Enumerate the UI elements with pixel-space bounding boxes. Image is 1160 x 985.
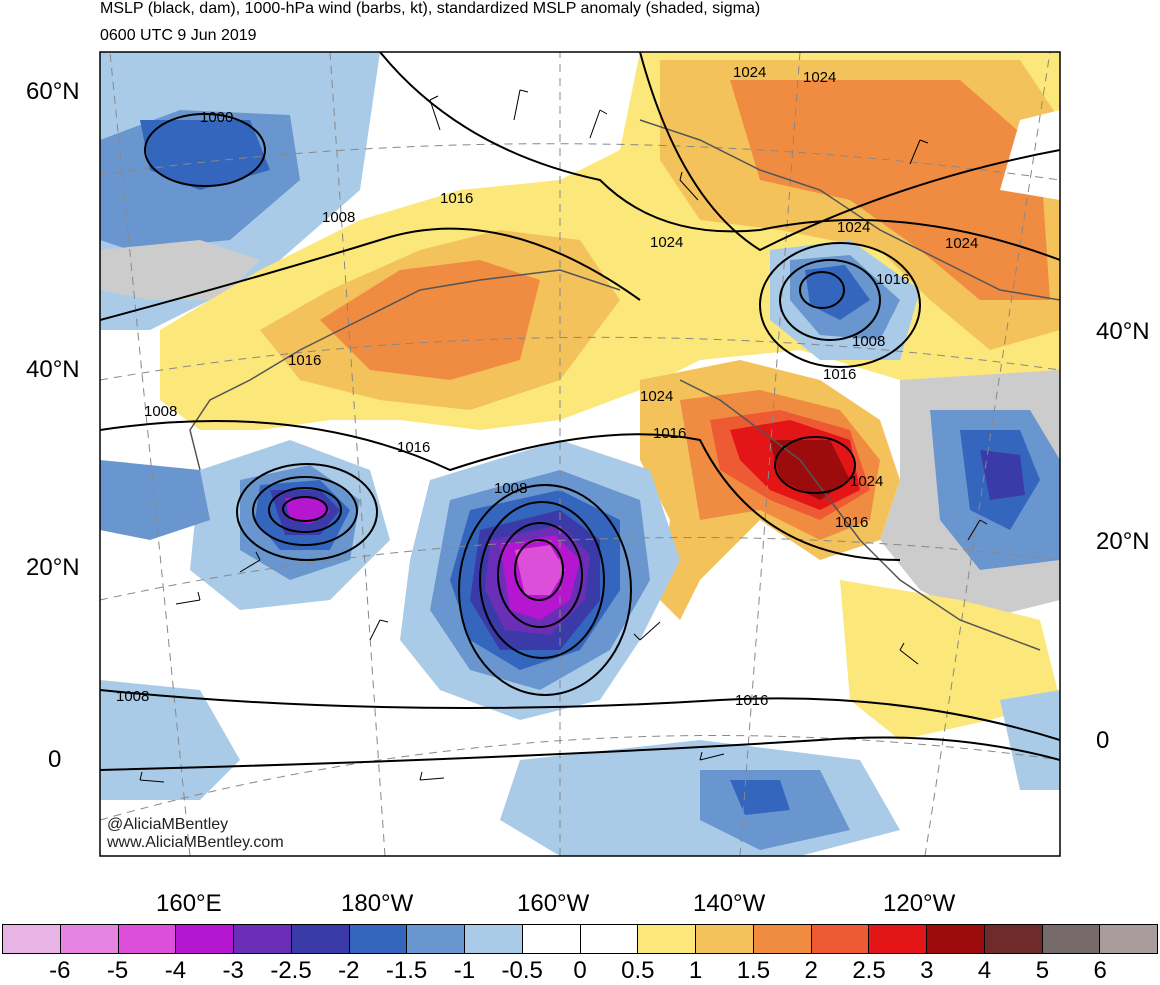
colorbar-swatch: [984, 925, 1043, 953]
contour-label: 1024: [650, 234, 683, 251]
contour-label: 1008: [144, 403, 177, 420]
wind-barbs: [139, 89, 988, 783]
colorbar-tick-label: -1: [453, 957, 476, 984]
colorbar-tick-label: -6: [49, 957, 71, 984]
colorbar-swatch: [407, 925, 465, 953]
contour-label: 1016: [440, 190, 473, 207]
contour-label: 1008: [852, 333, 885, 350]
anomaly-shading: [100, 52, 1060, 856]
lon-label: 160°W: [517, 890, 590, 917]
lon-label: 160°E: [156, 890, 222, 917]
lat-label-left: 20°N: [26, 554, 80, 581]
contour-label: 1024: [850, 473, 883, 490]
chart-title: MSLP (black, dam), 1000-hPa wind (barbs,…: [100, 0, 761, 17]
colorbar-tick-label: 5: [1035, 957, 1050, 984]
credit-handle: @AliciaMBentley: [107, 816, 229, 833]
colorbar-tick-label: 0: [573, 957, 587, 984]
contour-label: 1016: [397, 439, 430, 456]
lat-label-left: 40°N: [26, 356, 80, 383]
colorbar-tick-label: 1: [688, 957, 703, 984]
colorbar-swatch: [1042, 925, 1101, 953]
valid-time: 0600 UTC 9 Jun 2019: [100, 27, 257, 44]
colorbar-tick-label: 3: [920, 957, 934, 984]
isobars: [100, 52, 1060, 771]
colorbar-tick-label: -2.5: [270, 957, 312, 984]
colorbar-swatch: [176, 925, 234, 953]
contour-label: 1024: [837, 219, 870, 236]
map-frame: [99, 51, 1061, 857]
colorbar-tick-label: 1.5: [736, 957, 771, 984]
lat-label-left: 0: [48, 746, 62, 773]
colorbar-swatch: [927, 925, 985, 953]
colorbar-tick-label: 2.5: [852, 957, 886, 984]
credit-website: www.AliciaMBentley.com: [107, 834, 284, 851]
lon-label: 180°W: [341, 890, 414, 917]
colorbar-tick-label: -2: [338, 957, 360, 984]
contour-label: 1016: [735, 692, 768, 709]
lon-label: 140°W: [693, 890, 766, 917]
colorbar-swatch: [60, 925, 119, 953]
contour-label: 1024: [733, 64, 766, 81]
colorbar-swatch: [349, 925, 408, 953]
lat-label-right: 40°N: [1096, 318, 1150, 345]
contour-label: 1024: [640, 388, 673, 405]
lat-label-right: 0: [1096, 727, 1110, 754]
contour-label: 1016: [288, 352, 321, 369]
lon-label: 120°W: [883, 890, 956, 917]
colorbar-swatch: [234, 925, 292, 953]
colorbar-tick-label: -5: [106, 957, 129, 984]
colorbar-tick-label: -1.5: [385, 957, 428, 984]
lat-label-left: 60°N: [26, 78, 80, 105]
colorbar-tick-label: 4: [977, 957, 992, 984]
colorbar-swatch: [465, 925, 523, 953]
contour-label: 1016: [835, 514, 868, 531]
colorbar-tick-label: 0.5: [621, 957, 655, 984]
colorbar-swatch: [580, 925, 639, 953]
colorbar: [2, 924, 1158, 954]
colorbar-swatch: [522, 925, 581, 953]
colorbar-swatch: [291, 925, 350, 953]
colorbar-swatch: [696, 925, 754, 953]
colorbar-tick-label: -4: [164, 957, 187, 984]
contour-label: 1016: [823, 366, 856, 383]
colorbar-tick-label: -3: [222, 957, 244, 984]
colorbar-tick-label: 6: [1093, 957, 1107, 984]
colorbar-swatch: [811, 925, 870, 953]
contour-label: 1008: [116, 688, 149, 705]
contour-label-group: 1000 1008 1016 1024 1024 1024 1024 1024 …: [116, 64, 978, 709]
colorbar-swatch: [869, 925, 927, 953]
contour-label: 1024: [803, 69, 836, 86]
colorbar-swatch: [638, 925, 696, 953]
contour-label: 1016: [653, 425, 686, 442]
contour-label: 1024: [945, 235, 978, 252]
colorbar-tick-label: 2: [804, 957, 818, 984]
colorbar-swatch: [118, 925, 177, 953]
lat-label-right: 20°N: [1096, 528, 1150, 555]
colorbar-tick-label: -0.5: [501, 957, 543, 984]
contour-label: 1016: [876, 271, 909, 288]
colorbar-swatch: [3, 925, 61, 953]
contour-label: 1008: [494, 480, 527, 497]
contour-label: 1000: [200, 109, 233, 126]
graticule: [100, 52, 1060, 856]
colorbar-swatch: [753, 925, 812, 953]
contour-label: 1008: [322, 209, 355, 226]
colorbar-swatch: [1100, 925, 1157, 953]
